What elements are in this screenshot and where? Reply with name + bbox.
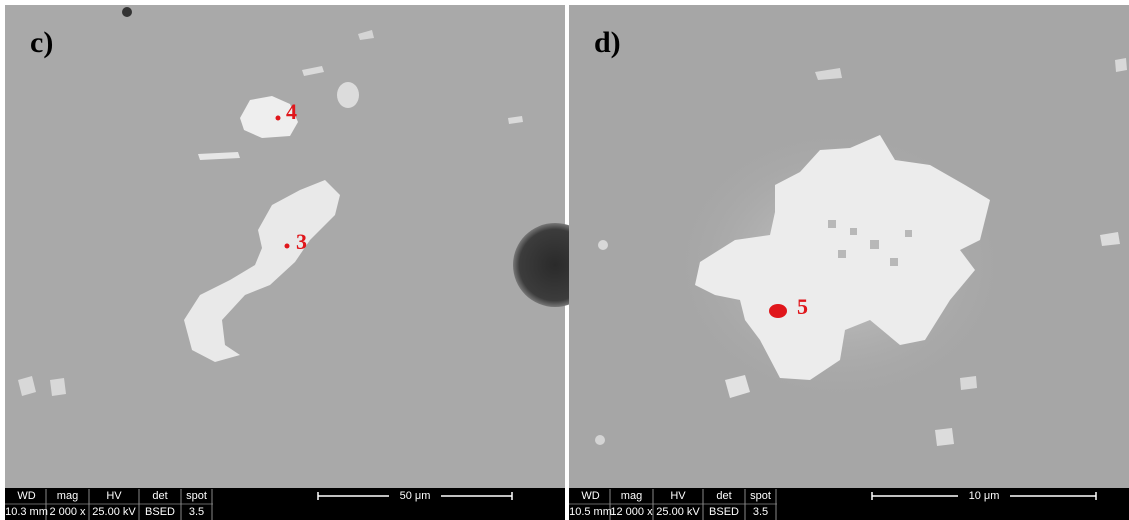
info-header: det — [152, 490, 167, 502]
info-header: spot — [186, 490, 207, 502]
scale-label: 50 μm — [400, 490, 431, 502]
info-value: 25.00 kV — [92, 506, 136, 518]
info-header: HV — [106, 490, 122, 502]
info-value: 25.00 kV — [656, 506, 700, 518]
info-value: 3.5 — [189, 506, 204, 518]
info-header: WD — [581, 490, 599, 502]
marker-dot — [276, 116, 281, 121]
marker-label: 3 — [296, 229, 307, 254]
sem-image-d — [569, 5, 1129, 488]
info-value: 3.5 — [753, 506, 768, 518]
info-header: mag — [621, 490, 642, 502]
info-value: 2 000 x — [49, 506, 86, 518]
panel-label: d) — [594, 26, 621, 59]
info-value: 10.3 mm — [5, 506, 48, 518]
info-value: BSED — [145, 506, 175, 518]
info-header: spot — [750, 490, 771, 502]
info-header: HV — [670, 490, 686, 502]
info-header: det — [716, 490, 731, 502]
scale-label: 10 μm — [969, 490, 1000, 502]
panel-label: c) — [30, 26, 53, 59]
info-header: WD — [17, 490, 35, 502]
info-value: 10.5 mm — [569, 506, 612, 518]
info-value: BSED — [709, 506, 739, 518]
marker-dot — [285, 244, 290, 249]
figure: c) 4 3 WD 10.3 mm mag 2 000 x HV 25.00 kV det BSED… — [0, 0, 1129, 520]
marker-label: 4 — [286, 99, 297, 124]
marker-dot — [769, 304, 787, 318]
info-value: 12 000 x — [610, 506, 653, 518]
info-header: mag — [57, 490, 78, 502]
marker-label: 5 — [797, 294, 808, 319]
